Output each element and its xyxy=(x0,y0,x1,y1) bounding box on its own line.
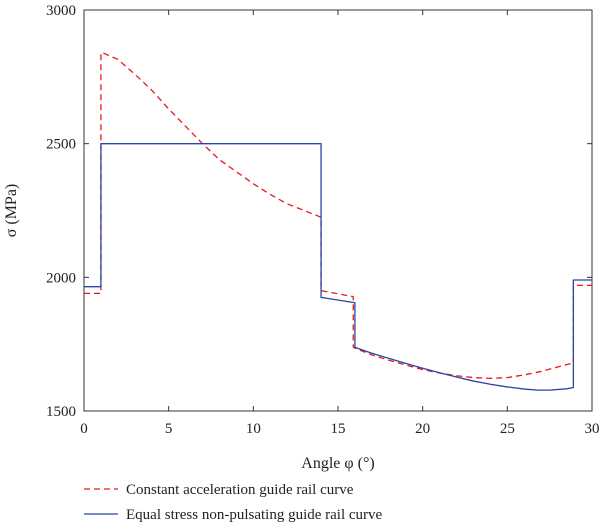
series-line-constant-acceleration xyxy=(84,52,592,380)
x-axis-ticks: 0 5 10 15 20 25 30 xyxy=(80,10,600,437)
x-tick-label: 30 xyxy=(585,421,600,437)
y-tick-label: 3000 xyxy=(46,3,76,19)
series-line-equal-stress xyxy=(84,143,592,391)
series-layer xyxy=(84,52,592,391)
x-tick-label: 10 xyxy=(246,421,261,437)
x-axis-label: Angle φ (°) xyxy=(301,455,374,472)
y-tick-label: 1500 xyxy=(46,404,76,420)
y-axis-ticks: 1500 2000 2500 3000 xyxy=(46,3,592,420)
plot-area-border xyxy=(83,9,593,412)
x-tick-label: 0 xyxy=(80,421,88,437)
legend: Constant acceleration guide rail curve E… xyxy=(84,482,383,523)
legend-label-constant-acceleration: Constant acceleration guide rail curve xyxy=(126,482,354,498)
x-tick-label: 25 xyxy=(500,421,515,437)
plot-frame xyxy=(83,9,593,412)
x-tick-label: 5 xyxy=(165,421,173,437)
x-tick-label: 20 xyxy=(415,421,430,437)
y-axis-label: σ (MPa) xyxy=(3,184,20,238)
y-tick-label: 2500 xyxy=(46,137,76,153)
y-tick-label: 2000 xyxy=(46,270,76,286)
legend-label-equal-stress: Equal stress non-pulsating guide rail cu… xyxy=(126,507,383,523)
x-tick-label: 15 xyxy=(331,421,346,437)
